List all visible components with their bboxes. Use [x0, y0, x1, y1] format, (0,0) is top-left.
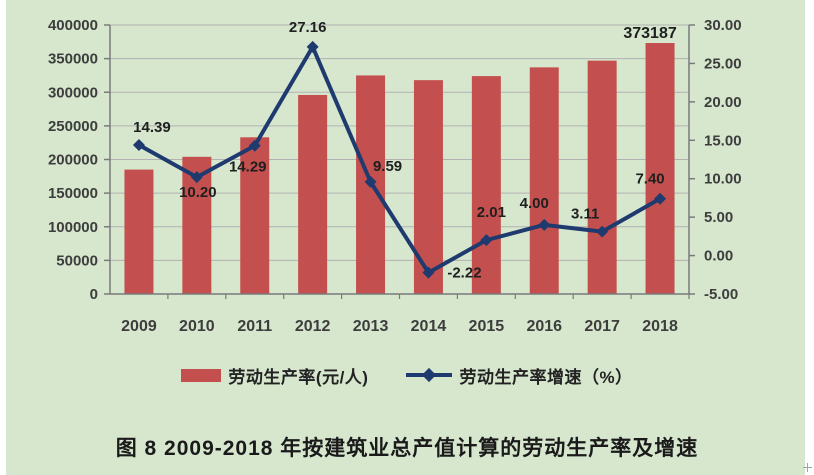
right-axis-label: 30.00 — [704, 17, 742, 34]
x-axis-label-2012: 2012 — [295, 318, 331, 335]
point-label-2009: 14.39 — [133, 119, 171, 136]
marker-2016 — [538, 218, 551, 231]
left-axis-label: 350000 — [48, 51, 98, 68]
point-label-2012: 27.16 — [289, 19, 327, 36]
left-axis-label: 300000 — [48, 84, 98, 101]
bar-2016 — [529, 67, 559, 295]
marker-2017 — [596, 225, 609, 238]
right-axis-label: -5.00 — [704, 286, 738, 303]
screenshot-corner-artifact — [803, 463, 812, 472]
right-axis-label: 20.00 — [704, 94, 742, 111]
legend-label-growth: 劳动生产率增速（%） — [459, 367, 633, 387]
marker-2015 — [480, 234, 493, 247]
x-axis-label-2011: 2011 — [237, 318, 272, 335]
legend-label-productivity: 劳动生产率(元/人) — [228, 367, 369, 387]
chart-legend: 劳动生产率(元/人) 劳动生产率增速（%） — [0, 361, 814, 389]
bar-value-label-2018: 373187 — [623, 25, 676, 42]
marker-2014 — [422, 266, 435, 279]
bar-2015 — [471, 76, 501, 294]
x-axis-label-2015: 2015 — [469, 318, 505, 335]
point-label-2010: 10.20 — [179, 184, 217, 201]
point-label-2011: 14.29 — [229, 159, 267, 176]
right-axis-label: 10.00 — [704, 171, 742, 188]
marker-2012 — [306, 40, 319, 53]
figure-caption: 图 8 2009-2018 年按建筑业总产值计算的劳动生产率及增速 — [115, 437, 699, 460]
bar-2009 — [124, 169, 154, 294]
bar-2011 — [240, 137, 270, 294]
left-axis-label: 50000 — [56, 252, 98, 269]
x-axis-label-2013: 2013 — [353, 318, 389, 335]
right-axis-label: 5.00 — [704, 209, 733, 226]
x-axis-label-2014: 2014 — [411, 318, 447, 335]
x-axis-label-2016: 2016 — [526, 318, 562, 335]
growth-line — [137, 44, 662, 275]
point-label-2015: 2.01 — [477, 204, 506, 221]
point-label-2013: 9.59 — [373, 158, 402, 175]
left-axis-label: 200000 — [48, 152, 98, 169]
marker-2009 — [132, 138, 145, 151]
right-axis-label: 15.00 — [704, 132, 742, 149]
left-axis-label: 250000 — [48, 118, 98, 135]
bar-2014 — [413, 80, 443, 295]
x-axis-label-2018: 2018 — [642, 318, 678, 335]
point-label-2017: 3.11 — [571, 206, 599, 223]
bar-2018 — [645, 43, 675, 295]
x-axis-label-2010: 2010 — [179, 318, 215, 335]
right-axis-label: 25.00 — [704, 55, 742, 72]
bar-series-swatch — [181, 368, 222, 382]
left-axis-label: 150000 — [48, 185, 98, 202]
point-label-2018: 7.40 — [635, 171, 664, 188]
legend-item-productivity: 劳动生产率(元/人) — [181, 363, 368, 388]
bar-2012 — [298, 94, 328, 294]
diamond-marker-icon — [422, 367, 437, 383]
x-axis-label-2017: 2017 — [584, 318, 620, 335]
marker-2013 — [364, 175, 377, 188]
point-label-2016: 4.00 — [520, 195, 549, 212]
marker-2018 — [654, 192, 667, 205]
marker-2011 — [248, 139, 261, 152]
x-axis-label-2009: 2009 — [121, 318, 157, 335]
left-axis-label: 0 — [90, 286, 98, 303]
left-axis-label: 100000 — [48, 219, 98, 236]
marker-2010 — [190, 171, 203, 184]
left-axis-label: 400000 — [48, 17, 98, 34]
line-series-swatch — [406, 367, 453, 383]
point-label-2014: -2.22 — [447, 265, 481, 282]
legend-item-growth: 劳动生产率增速（%） — [406, 363, 632, 388]
bar-2017 — [587, 60, 617, 294]
combo-chart: 400000 350000 300000 250000 200000 150000 1000… — [48, 17, 742, 335]
right-axis-label: 0.00 — [704, 248, 733, 265]
